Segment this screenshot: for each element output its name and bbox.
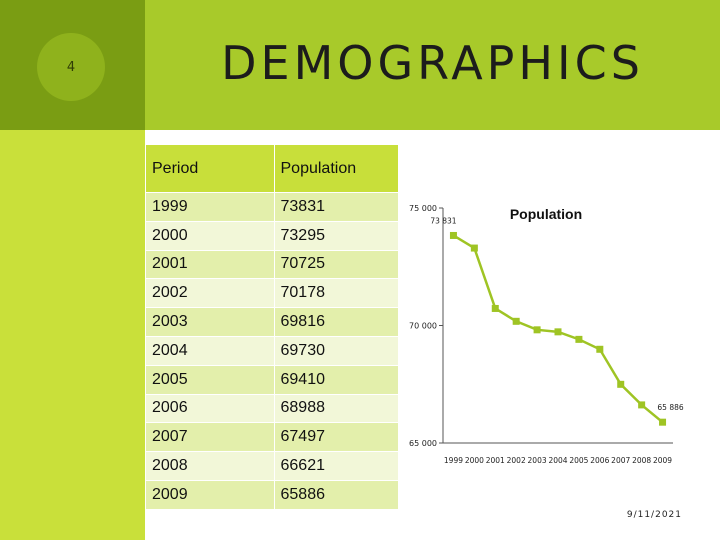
table-row: 2005 69410 (146, 365, 398, 395)
data-point (596, 345, 604, 353)
x-tick-label: 2002 (507, 456, 526, 465)
data-point (491, 304, 499, 312)
slide-number-badge: 4 (37, 33, 105, 101)
population-cell: 69730 (274, 336, 398, 366)
y-tick-label: 65 000 (409, 439, 437, 448)
data-point (638, 401, 646, 409)
y-tick-label: 70 000 (409, 322, 437, 331)
population-cell: 70725 (274, 250, 398, 279)
period-cell: 2003 (146, 307, 275, 337)
data-label: 65 886 (657, 403, 683, 412)
table-row: 1999 73831 (146, 192, 398, 222)
period-cell: 2006 (146, 394, 275, 423)
period-cell: 2005 (146, 365, 275, 395)
population-cell: 69410 (274, 365, 398, 395)
x-tick-label: 1999 (444, 456, 463, 465)
period-cell: 2009 (146, 480, 275, 510)
population-cell: 67497 (274, 422, 398, 452)
table-row: 2003 69816 (146, 307, 398, 337)
period-cell: 1999 (146, 192, 275, 222)
column-header-period: Period (146, 144, 275, 193)
period-cell: 2007 (146, 422, 275, 452)
y-tick-label: 75 000 (409, 204, 437, 213)
x-tick-label: 2001 (486, 456, 505, 465)
x-tick-label: 2003 (528, 456, 547, 465)
slide-date: 9/11/2021 (626, 510, 682, 520)
table-row: 2009 65886 (146, 480, 398, 510)
table-row: 2002 70178 (146, 278, 398, 308)
population-cell: 73831 (274, 192, 398, 222)
data-point (470, 244, 478, 252)
population-cell: 73295 (274, 221, 398, 251)
table-row: 2007 67497 (146, 422, 398, 452)
data-point (617, 380, 625, 388)
population-cell: 69816 (274, 307, 398, 337)
x-tick-label: 2005 (569, 456, 588, 465)
slide-number: 4 (66, 59, 76, 75)
x-tick-label: 2000 (465, 456, 484, 465)
x-tick-label: 2006 (590, 456, 609, 465)
table-row: 2001 70725 (146, 250, 398, 279)
data-point (659, 418, 667, 426)
x-tick-label: 2004 (548, 456, 567, 465)
data-point (533, 326, 541, 334)
sidebar-panel: 4 (0, 0, 145, 540)
page-title: DEMOGRAPHICS (221, 36, 644, 90)
period-cell: 2004 (146, 336, 275, 366)
x-tick-label: 2009 (653, 456, 672, 465)
data-point (449, 231, 457, 239)
x-tick-label: 2008 (632, 456, 651, 465)
population-cell: 70178 (274, 278, 398, 308)
period-cell: 2000 (146, 221, 275, 251)
x-tick-label: 2007 (611, 456, 630, 465)
data-point (512, 317, 520, 325)
header-band: DEMOGRAPHICS (145, 0, 720, 130)
table-row: 2008 66621 (146, 451, 398, 481)
period-cell: 2002 (146, 278, 275, 308)
period-cell: 2001 (146, 250, 275, 279)
population-cell: 68988 (274, 394, 398, 423)
table-row: 2000 73295 (146, 221, 398, 251)
data-point (554, 328, 562, 336)
population-cell: 66621 (274, 451, 398, 481)
period-cell: 2008 (146, 451, 275, 481)
table-row: 2006 68988 (146, 394, 398, 423)
chart-title: Population (510, 206, 582, 222)
table-row: 2004 69730 (146, 336, 398, 366)
data-label: 73 831 (430, 216, 456, 225)
column-header-population: Population (274, 144, 398, 193)
table-header-row: Period Population (146, 144, 398, 193)
population-cell: 65886 (274, 480, 398, 510)
population-table: Period Population 1999 73831 2000 73295 2001… (146, 144, 398, 510)
data-point (575, 335, 583, 343)
